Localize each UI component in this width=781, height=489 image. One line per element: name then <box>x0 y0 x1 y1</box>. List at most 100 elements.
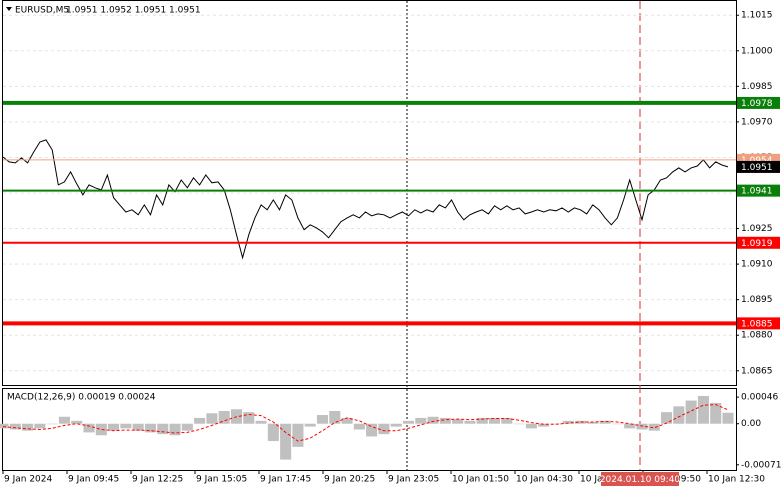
macd-bar <box>587 421 599 424</box>
macd-bar <box>267 423 279 442</box>
cursor-label-box <box>601 472 679 486</box>
macd-bar <box>206 413 218 424</box>
y-tick-label: 1.0865 <box>741 366 773 376</box>
level-label: 1.0978 <box>741 99 773 109</box>
y-tick-label: 1.0925 <box>741 224 773 234</box>
menu-arrow <box>6 7 12 11</box>
macd-bar <box>464 420 476 424</box>
macd-bar <box>415 417 427 424</box>
x-tick-label: 9 Jan 20:25 <box>324 475 375 485</box>
macd-bar <box>71 420 83 424</box>
macd-bar <box>9 423 21 430</box>
x-tick-label: 10 Jan 12:30 <box>708 475 765 485</box>
macd-bar <box>685 400 697 424</box>
macd-bar <box>280 423 292 460</box>
macd-bar <box>611 423 623 425</box>
level-label: 1.0919 <box>741 239 773 249</box>
macd-bar <box>243 412 255 424</box>
macd-bar <box>673 406 685 424</box>
macd-bar <box>0 423 9 429</box>
x-tick-label: 9 Jan 23:05 <box>388 475 439 485</box>
level-label-box <box>737 236 780 249</box>
macd-frame <box>2 388 737 471</box>
y-tick-label: 1.1000 <box>741 46 773 56</box>
y-tick-label: 0.00 <box>741 419 761 429</box>
x-tick-label: 10 Jan 04:30 <box>516 475 573 485</box>
macd-bar <box>366 423 378 437</box>
macd-bar <box>476 417 488 424</box>
level-label: 1.0954 <box>741 156 773 166</box>
macd-bar <box>292 423 304 447</box>
y-tick-label: 1.0880 <box>741 331 773 341</box>
y-tick-label: 1.0985 <box>741 82 773 92</box>
macd-bar <box>58 416 70 424</box>
level-label-box <box>737 184 780 197</box>
level-label-box <box>737 96 780 109</box>
macd-bar <box>562 420 574 424</box>
macd-bar <box>427 416 439 424</box>
macd-bar <box>378 423 390 435</box>
macd-bar <box>316 415 329 424</box>
macd-bar <box>661 412 673 424</box>
macd-bar <box>255 420 267 424</box>
macd-bar <box>83 423 95 433</box>
macd-bar <box>722 412 734 424</box>
macd-bar <box>132 423 144 431</box>
y-tick-label: 1.0910 <box>741 260 773 270</box>
price-line <box>2 139 729 260</box>
macd-bar <box>710 402 722 424</box>
level-label: 1.0885 <box>741 319 773 329</box>
macd-bar <box>181 423 193 431</box>
y-tick-label: 0.00046 <box>741 393 778 403</box>
y-tick-label: 1.0895 <box>741 295 773 305</box>
level-label-box <box>737 160 780 173</box>
level-label: 1.0941 <box>741 187 773 197</box>
macd-bar <box>22 423 34 431</box>
macd-bar <box>169 423 181 436</box>
x-tick-label: 9 Jan 17:45 <box>260 475 311 485</box>
macd-bar <box>513 423 525 425</box>
macd-bar <box>648 423 660 431</box>
macd-bar <box>304 423 316 427</box>
macd-bar <box>194 417 206 424</box>
macd-bar <box>538 423 550 427</box>
macd-bar <box>599 420 611 424</box>
macd-bar <box>34 423 46 429</box>
macd-title: MACD(12,26,9) 0.00019 0.00024 <box>7 393 156 403</box>
x-tick-label: 9 Jan 12:25 <box>132 475 183 485</box>
symbol: EURUSD,M5 <box>15 6 69 16</box>
macd-bar <box>402 420 415 424</box>
macd-bar <box>525 423 537 429</box>
macd-bar <box>452 419 464 424</box>
macd-bar <box>218 410 230 424</box>
macd-bar <box>390 423 402 427</box>
macd-bar <box>108 423 120 431</box>
macd-bar <box>341 417 353 424</box>
macd-bar <box>697 395 709 424</box>
macd-bar <box>439 417 451 424</box>
macd-bar <box>329 410 341 424</box>
macd-bar <box>353 423 365 430</box>
macd-bar <box>624 423 636 429</box>
macd-bar <box>46 423 58 425</box>
y-tick-label: 1.0970 <box>741 117 773 127</box>
level-label: 1.0951 <box>741 163 773 173</box>
y-tick-label: 1.1015 <box>741 11 773 21</box>
plot-layer: 1.10151.10001.09851.09701.09551.09401.09… <box>0 11 781 486</box>
signal-line <box>2 404 729 442</box>
x-tick-label: 9 Jan 2024 <box>4 475 52 485</box>
macd-bar <box>95 423 107 436</box>
macd-bar <box>575 420 587 424</box>
level-label-box <box>737 317 780 330</box>
macd-bar <box>157 423 169 435</box>
macd-bar <box>488 417 501 424</box>
y-tick-label: -0.00071 <box>741 460 781 470</box>
x-tick-label: 10 Jan 01:50 <box>452 475 509 485</box>
cursor-label: 2024.01.10 09:40 <box>600 475 681 485</box>
macd-bar <box>501 417 513 424</box>
macd-bar <box>120 423 132 429</box>
x-tick-label: 9 Jan 15:05 <box>196 475 247 485</box>
x-tick-label: 9 Jan 09:45 <box>68 475 119 485</box>
